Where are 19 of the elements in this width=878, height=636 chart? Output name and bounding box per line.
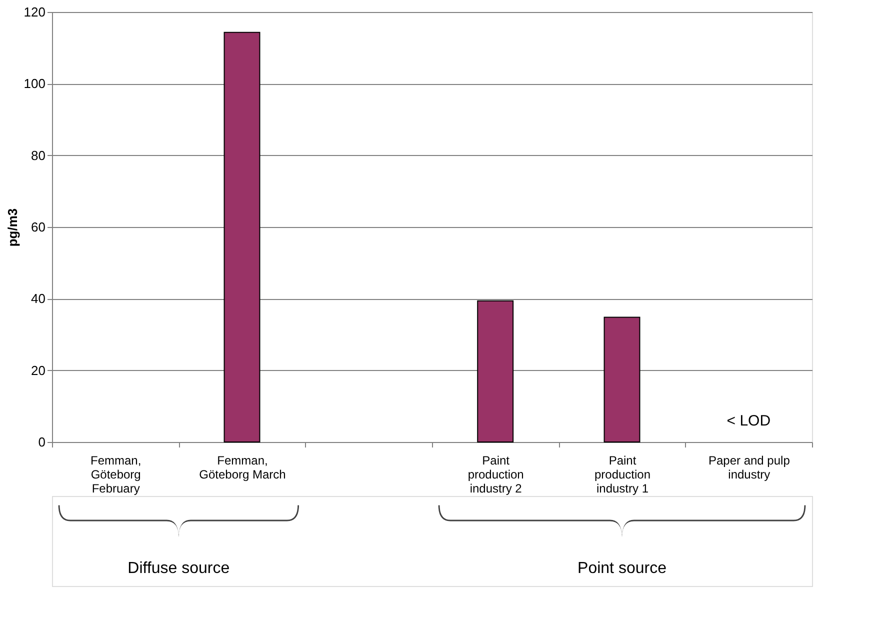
text: Point source — [578, 560, 667, 577]
text: Diffuse source — [128, 560, 230, 577]
bar — [477, 300, 514, 442]
y-tick-label: 20 — [31, 362, 46, 378]
y-tick-label: 60 — [31, 220, 46, 234]
y-tick-label: 80 — [31, 148, 46, 163]
x-tick-label: Paper and pulp industry — [708, 454, 790, 482]
x-tick-label: Paint production industry 2 — [468, 454, 524, 496]
y-axis-title: pg/m3 — [4, 208, 20, 247]
y-tick-label: 100 — [24, 76, 46, 92]
annotation: < LOD — [726, 412, 771, 430]
y-tick-label: 0 — [38, 434, 46, 450]
y-tick-label: 120 — [24, 4, 46, 20]
bar — [224, 32, 260, 442]
y-tick-label: 40 — [31, 291, 46, 306]
x-tick-label: Femman, Göteborg March — [199, 454, 286, 482]
bar — [604, 316, 640, 442]
x-tick-label: Femman, Göteborg February — [90, 454, 142, 496]
x-tick-label: Paint production industry 1 — [594, 454, 651, 496]
